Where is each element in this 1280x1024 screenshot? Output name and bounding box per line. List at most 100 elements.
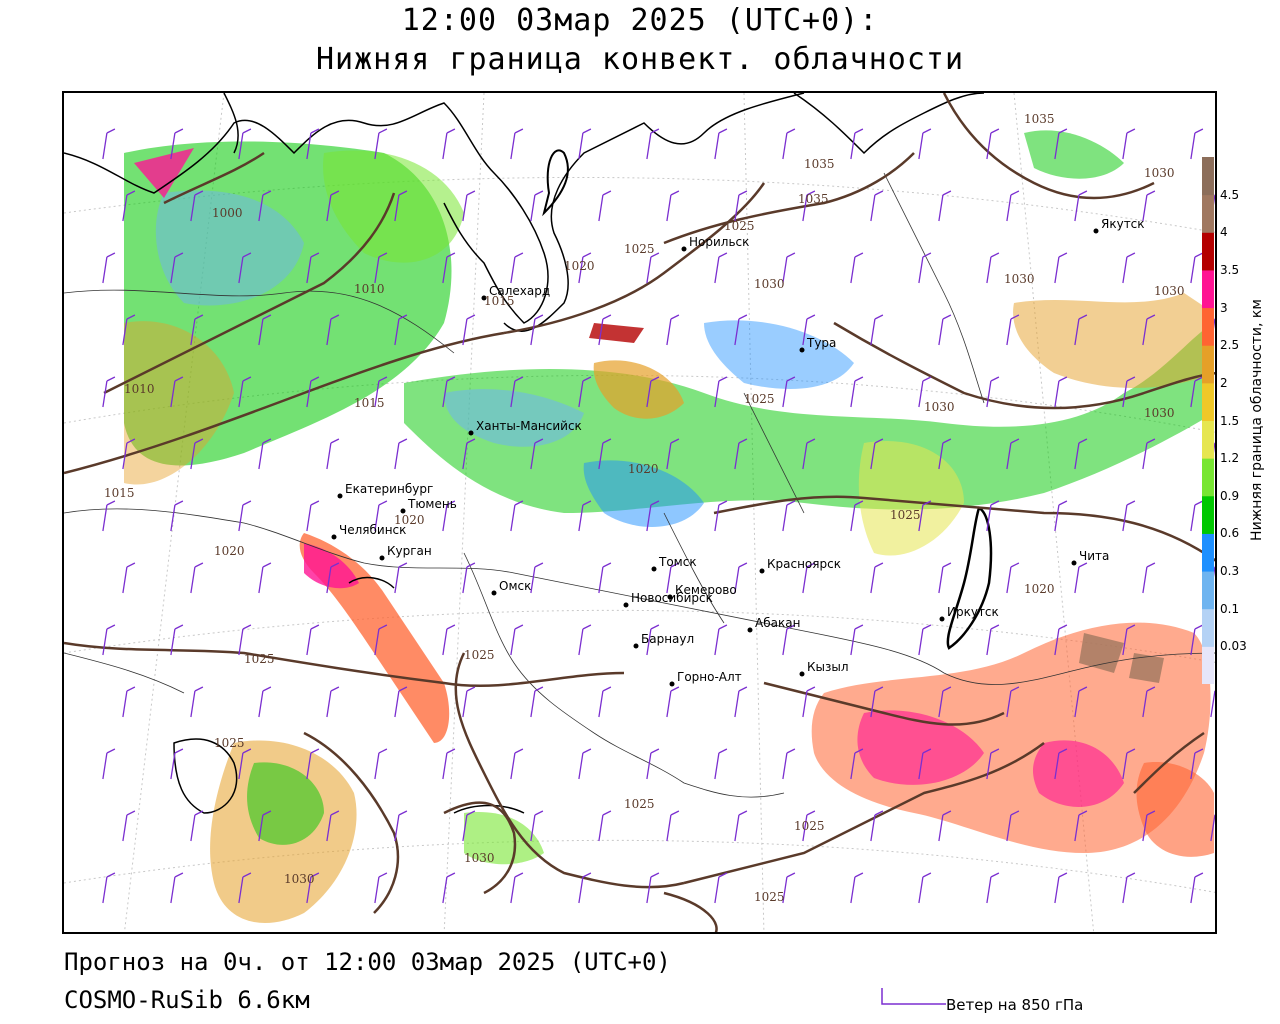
- wind-barb: [646, 624, 660, 656]
- cloud-patch: [1136, 762, 1214, 857]
- wind-barb: [666, 686, 680, 718]
- isobar-label: 1015: [104, 486, 135, 500]
- wind-barb: [510, 376, 524, 408]
- isobar-label: 1030: [1004, 272, 1035, 286]
- wind-barb: [326, 562, 340, 594]
- wind-barb: [918, 872, 932, 904]
- isobar-label: 1020: [394, 513, 425, 527]
- isobar-label: 1015: [354, 396, 385, 410]
- wind-barb: [782, 624, 796, 656]
- wind-barb: [782, 500, 796, 532]
- wind-barb: [394, 562, 408, 594]
- colorbar-swatch: [1202, 157, 1214, 196]
- city-label: Курган: [387, 544, 432, 558]
- wind-barb: [306, 500, 320, 532]
- wind-barb: [782, 376, 796, 408]
- city-dot: [623, 602, 629, 608]
- wind-barb: [510, 500, 524, 532]
- wind-barb: [170, 500, 184, 532]
- wind-barb: [510, 624, 524, 656]
- city-label: Омск: [499, 579, 531, 593]
- wind-barb: [666, 810, 680, 842]
- city-label: Тура: [806, 336, 836, 350]
- wind-barb: [510, 128, 524, 160]
- wind-barb: [714, 748, 728, 780]
- forecast-info: Прогноз на 0ч. от 12:00 03мар 2025 (UTC+…: [64, 948, 671, 976]
- wind-barb: [1190, 376, 1204, 408]
- wind-barb: [870, 190, 884, 222]
- isobar-label: 1020: [628, 462, 659, 476]
- wind-barb: [170, 748, 184, 780]
- wind-barb: [1074, 438, 1088, 470]
- wind-barb: [394, 686, 408, 718]
- isobar-label: 1025: [464, 648, 495, 662]
- city-label: Горно-Алт: [677, 670, 742, 684]
- wind-barb: [374, 500, 388, 532]
- city-dot: [667, 594, 673, 600]
- isobar-label: 1035: [1024, 112, 1055, 126]
- wind-barb: [578, 748, 592, 780]
- wind-barb: [714, 500, 728, 532]
- wind-barb: [870, 810, 884, 842]
- wind-barb: [938, 562, 952, 594]
- city-dot: [331, 534, 337, 540]
- cloud-base-field: [124, 130, 1214, 923]
- wind-barb: [714, 252, 728, 284]
- wind-barb: [918, 252, 932, 284]
- wind-barb: [850, 624, 864, 656]
- wind-barb: [122, 438, 136, 470]
- wind-barb: [734, 562, 748, 594]
- wind-legend-icon: [881, 988, 946, 1005]
- wind-barb: [734, 438, 748, 470]
- wind-legend-label: Ветер на 850 гПа: [946, 996, 1084, 1014]
- wind-barb: [1190, 500, 1204, 532]
- isobar-label: 1020: [214, 544, 245, 558]
- colorbar-tick-label: 3.5: [1220, 262, 1240, 277]
- wind-barb: [394, 810, 408, 842]
- city-dot: [491, 590, 497, 596]
- wind-barb: [170, 624, 184, 656]
- wind-barb: [598, 562, 612, 594]
- wind-barb: [122, 190, 136, 222]
- cloud-patch: [304, 543, 359, 589]
- wind-barb: [306, 624, 320, 656]
- wind-barb: [1122, 624, 1136, 656]
- wind-barb: [1142, 438, 1156, 470]
- wind-barb: [102, 872, 116, 904]
- city-dot: [799, 671, 805, 677]
- wind-barb: [918, 128, 932, 160]
- isobar-label: 1015: [484, 294, 515, 308]
- isobar-labels: 1000 1010 1010 1015 1015 1015 1020 1020 1020 1020…: [104, 112, 1185, 904]
- wind-barb: [646, 128, 660, 160]
- wind-barb: [442, 748, 456, 780]
- colorbar-tick-label: 0.9: [1220, 488, 1240, 503]
- wind-barb: [578, 252, 592, 284]
- colorbar-swatch: [1202, 608, 1214, 647]
- wind-barb: [1054, 128, 1068, 160]
- wind-barb: [530, 190, 544, 222]
- wind-barb: [646, 500, 660, 532]
- wind-barb: [1142, 190, 1156, 222]
- city-dot: [669, 681, 675, 687]
- wind-barb: [122, 314, 136, 346]
- isobar-label: 1030: [1144, 406, 1175, 420]
- city-label: Барнаул: [641, 632, 694, 646]
- isobar-label: 1030: [754, 277, 785, 291]
- forecast-map: Норильск Якутск Салехард Тура Ханты-Мансийск…: [62, 91, 1217, 934]
- wind-barb: [1122, 748, 1136, 780]
- isobar-label: 1020: [1024, 582, 1055, 596]
- title-parameter: Нижняя граница конвект. облачности: [315, 42, 965, 77]
- wind-barb: [238, 748, 252, 780]
- wind-barb: [122, 562, 136, 594]
- wind-barb: [578, 624, 592, 656]
- wind-barb: [510, 748, 524, 780]
- colorbar-tick-label: 4: [1220, 225, 1228, 240]
- wind-barb: [170, 252, 184, 284]
- isobar-label: 1030: [284, 872, 315, 886]
- wind-barb: [1122, 128, 1136, 160]
- city-dot: [1071, 560, 1077, 566]
- wind-barb: [306, 376, 320, 408]
- isobar-label: 1020: [564, 259, 595, 273]
- wind-barb: [598, 438, 612, 470]
- city-label: Ханты-Мансийск: [476, 419, 582, 433]
